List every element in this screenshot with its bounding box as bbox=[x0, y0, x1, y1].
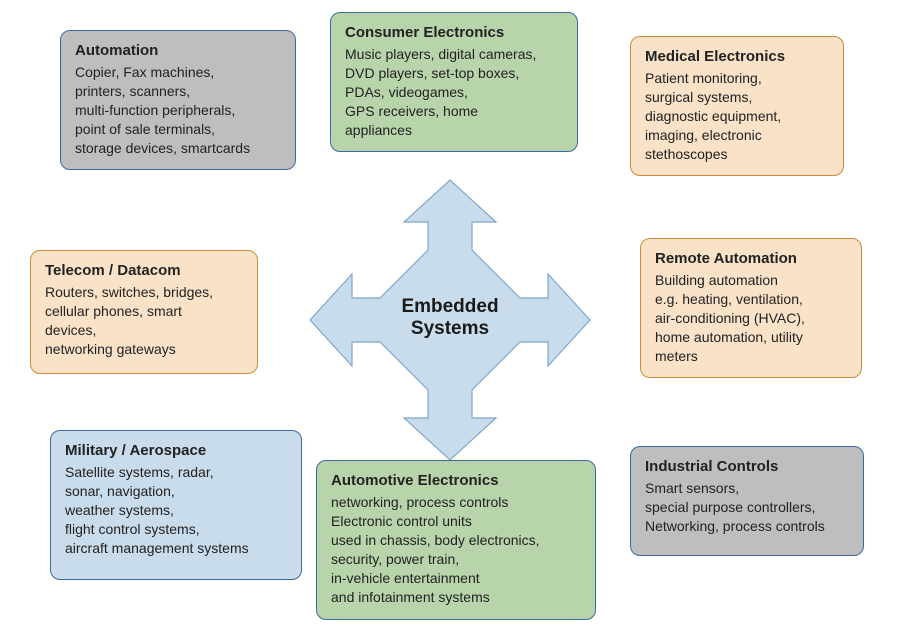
box-automation: AutomationCopier, Fax machines, printers… bbox=[60, 30, 296, 170]
box-title: Telecom / Datacom bbox=[45, 261, 243, 281]
center-label-line1: Embedded bbox=[370, 296, 530, 318]
box-medical-electronics: Medical ElectronicsPatient monitoring, s… bbox=[630, 36, 844, 176]
box-title: Medical Electronics bbox=[645, 47, 829, 67]
center-label: Embedded Systems bbox=[370, 296, 530, 340]
box-title: Automation bbox=[75, 41, 281, 61]
box-body: Routers, switches, bridges, cellular pho… bbox=[45, 283, 243, 359]
box-industrial-controls: Industrial ControlsSmart sensors, specia… bbox=[630, 446, 864, 556]
box-title: Automotive Electronics bbox=[331, 471, 581, 491]
box-body: Satellite systems, radar, sonar, navigat… bbox=[65, 463, 287, 557]
box-remote-automation: Remote AutomationBuilding automation e.g… bbox=[640, 238, 862, 378]
box-title: Military / Aerospace bbox=[65, 441, 287, 461]
box-title: Industrial Controls bbox=[645, 457, 849, 477]
box-body: Patient monitoring, surgical systems, di… bbox=[645, 69, 829, 163]
box-body: Music players, digital cameras, DVD play… bbox=[345, 45, 563, 139]
box-title: Consumer Electronics bbox=[345, 23, 563, 43]
box-body: Building automation e.g. heating, ventil… bbox=[655, 271, 847, 365]
box-consumer-electronics: Consumer ElectronicsMusic players, digit… bbox=[330, 12, 578, 152]
box-military-aerospace: Military / AerospaceSatellite systems, r… bbox=[50, 430, 302, 580]
box-body: Smart sensors, special purpose controlle… bbox=[645, 479, 849, 536]
box-body: Copier, Fax machines, printers, scanners… bbox=[75, 63, 281, 157]
box-automotive-electronics: Automotive Electronicsnetworking, proces… bbox=[316, 460, 596, 620]
center-label-line2: Systems bbox=[370, 318, 530, 340]
box-title: Remote Automation bbox=[655, 249, 847, 269]
box-body: networking, process controls Electronic … bbox=[331, 493, 581, 606]
box-telecom-datacom: Telecom / DatacomRouters, switches, brid… bbox=[30, 250, 258, 374]
